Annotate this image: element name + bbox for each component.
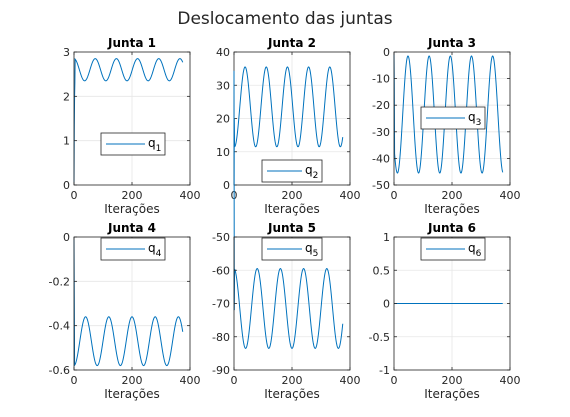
y-tick-label: 3 bbox=[63, 46, 70, 59]
x-tick-label: 400 bbox=[180, 374, 201, 387]
legend: q1 bbox=[100, 132, 166, 156]
y-tick-label: -90 bbox=[212, 364, 230, 377]
legend: q2 bbox=[261, 159, 323, 183]
y-tick-label: 40 bbox=[216, 46, 230, 59]
y-tick-label: 1 bbox=[383, 231, 390, 244]
y-tick-label: -0.6 bbox=[49, 364, 70, 377]
y-tick-label: -40 bbox=[372, 152, 390, 165]
x-axis-label: Iterações bbox=[264, 202, 320, 216]
legend-label-base: q bbox=[305, 241, 313, 255]
legend-label-base: q bbox=[468, 110, 476, 124]
legend: q6 bbox=[420, 237, 486, 261]
subplot-title: Junta 2 bbox=[267, 36, 316, 50]
x-axis-label: Iterações bbox=[424, 202, 480, 216]
legend-label-subscript: 1 bbox=[156, 144, 162, 154]
subplot-junta-6: 0 200 400 -1 -0.5 0 0.5 1 Junta 6 Iterações q6 bbox=[369, 221, 521, 401]
y-tick-label: -10 bbox=[372, 73, 390, 86]
x-tick-label: 400 bbox=[180, 189, 201, 202]
y-tick-label: -80 bbox=[212, 331, 230, 344]
subplot-title: Junta 4 bbox=[107, 221, 156, 235]
x-axis-label: Iterações bbox=[424, 387, 480, 401]
x-tick-label: 200 bbox=[122, 189, 143, 202]
series-line-q2 bbox=[233, 66, 344, 186]
x-tick-label: 0 bbox=[71, 374, 78, 387]
legend: q4 bbox=[100, 237, 166, 261]
y-tick-label: -0.5 bbox=[369, 331, 390, 344]
y-tick-label: 0 bbox=[63, 179, 70, 192]
x-tick-label: 400 bbox=[340, 189, 361, 202]
legend-label-subscript: 5 bbox=[313, 249, 319, 259]
y-tick-label: -0.4 bbox=[49, 320, 70, 333]
x-tick-label: 400 bbox=[500, 374, 521, 387]
series-line-q1 bbox=[73, 57, 184, 186]
legend-label: q4 bbox=[148, 241, 162, 259]
y-tick-label: -0.2 bbox=[49, 275, 70, 288]
y-tick-label: -60 bbox=[212, 264, 230, 277]
legend-label-base: q bbox=[148, 136, 156, 150]
subplot-junta-4: 0 200 400 -0.6 -0.4 -0.2 0 Junta 4 Iterações q4 bbox=[49, 221, 201, 401]
series-line-q4 bbox=[73, 236, 184, 367]
legend-label-base: q bbox=[468, 241, 476, 255]
y-tick-label: -70 bbox=[212, 298, 230, 311]
legend-label-base: q bbox=[305, 163, 313, 177]
series-line-q5 bbox=[233, 70, 344, 349]
y-tick-label: -30 bbox=[372, 126, 390, 139]
legend-label: q3 bbox=[468, 110, 481, 128]
y-tick-label: 0.5 bbox=[373, 264, 391, 277]
y-tick-label: 0 bbox=[383, 46, 390, 59]
x-axis-label: Iterações bbox=[264, 387, 320, 401]
y-tick-label: 1 bbox=[63, 135, 70, 148]
subplot-title: Junta 6 bbox=[427, 221, 476, 235]
x-tick-label: 200 bbox=[282, 189, 303, 202]
subplot-title: Junta 1 bbox=[107, 36, 156, 50]
x-tick-label: 0 bbox=[391, 189, 398, 202]
x-tick-label: 200 bbox=[282, 374, 303, 387]
legend: q3 bbox=[420, 106, 486, 130]
y-tick-label: 0 bbox=[63, 231, 70, 244]
legend-label-subscript: 4 bbox=[156, 249, 162, 259]
legend-label: q6 bbox=[468, 241, 482, 259]
x-tick-label: 400 bbox=[340, 374, 361, 387]
y-tick-label: -20 bbox=[372, 99, 390, 112]
x-axis-label: Iterações bbox=[104, 202, 160, 216]
legend-label-base: q bbox=[148, 241, 156, 255]
legend-label: q1 bbox=[148, 136, 161, 154]
x-tick-label: 200 bbox=[442, 374, 463, 387]
y-tick-label: 2 bbox=[63, 90, 70, 103]
x-axis-label: Iterações bbox=[104, 387, 160, 401]
y-tick-label: 30 bbox=[216, 79, 230, 92]
legend-label-subscript: 3 bbox=[476, 118, 482, 128]
legend-label-subscript: 6 bbox=[476, 249, 482, 259]
subplot-title: Junta 5 bbox=[267, 221, 316, 235]
legend-label-subscript: 2 bbox=[313, 171, 319, 181]
y-tick-label: 0 bbox=[223, 179, 230, 192]
subplot-junta-3: 0 200 400 -50 -40 -30 -20 -10 0 Junta 3 Iterações q… bbox=[372, 36, 520, 216]
y-tick-label: 10 bbox=[216, 146, 230, 159]
y-tick-label: -50 bbox=[212, 231, 230, 244]
x-tick-label: 400 bbox=[500, 189, 521, 202]
figure-title: Deslocamento das juntas bbox=[177, 9, 392, 29]
y-tick-label: 20 bbox=[216, 113, 230, 126]
y-tick-label: -1 bbox=[379, 364, 390, 377]
legend-label: q5 bbox=[305, 241, 318, 259]
x-tick-label: 200 bbox=[442, 189, 463, 202]
x-tick-label: 0 bbox=[231, 374, 238, 387]
y-tick-label: -50 bbox=[372, 179, 390, 192]
subplot-title: Junta 3 bbox=[427, 36, 476, 50]
series-line-q3 bbox=[393, 51, 504, 174]
x-tick-label: 0 bbox=[391, 374, 398, 387]
x-tick-label: 200 bbox=[122, 374, 143, 387]
legend: q5 bbox=[261, 237, 323, 261]
x-tick-label: 0 bbox=[71, 189, 78, 202]
legend-label: q2 bbox=[305, 163, 318, 181]
y-tick-label: 0 bbox=[383, 298, 390, 311]
